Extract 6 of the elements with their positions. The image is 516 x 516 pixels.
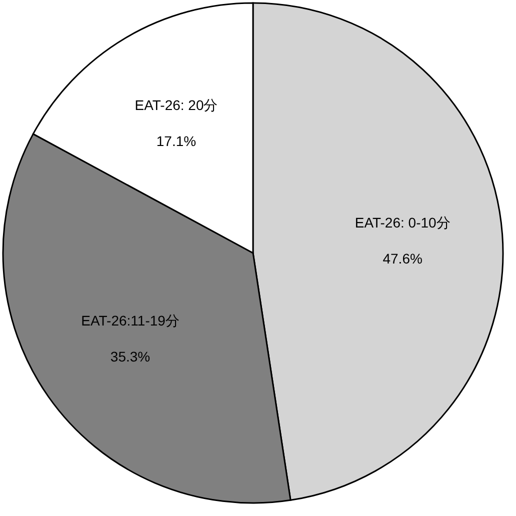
- slice-label: EAT-26: 0-10分: [354, 214, 450, 231]
- slice-label: EAT-26:11-19分: [81, 312, 180, 328]
- slice-label: EAT-26: 20分: [134, 97, 218, 114]
- data-label: 17.1%: [156, 133, 196, 150]
- data-label: 47.6%: [382, 250, 422, 267]
- data-label: 35.3%: [110, 348, 150, 364]
